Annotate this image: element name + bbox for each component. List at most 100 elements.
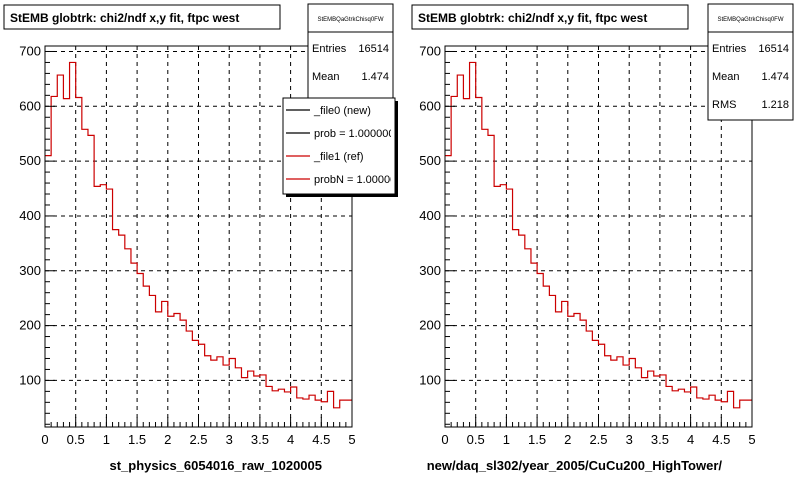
histogram-bin [641, 378, 647, 427]
histogram-bin [500, 185, 506, 427]
histogram-bin [666, 386, 672, 427]
x-axis: 0 0.5 1 1.5 2 2.5 3 3.5 4 4.5 5 [441, 417, 756, 447]
stats-value: 1.474 [361, 71, 389, 83]
histogram-bin [340, 400, 346, 427]
x-tick-label: 0.5 [467, 432, 485, 447]
y-tick-label: 200 [19, 318, 41, 333]
histogram-bin [156, 312, 162, 427]
x-tick-label: 2 [564, 432, 571, 447]
histogram-bin [297, 398, 303, 427]
histogram-bin [672, 391, 678, 427]
histogram-bin [715, 400, 721, 427]
x-tick-label: 1.5 [528, 432, 546, 447]
histogram-bin [327, 391, 333, 427]
histogram-bin [611, 360, 617, 427]
histogram-bins [445, 62, 752, 427]
x-tick-label: 3 [626, 432, 633, 447]
histogram-bin [445, 156, 451, 427]
histogram-bin [272, 391, 278, 427]
histogram-bin [229, 358, 235, 427]
stats-label: Entries [712, 43, 747, 55]
histogram-bin [284, 392, 290, 427]
stats-value: 16514 [358, 43, 389, 55]
histogram-bin [106, 189, 112, 427]
y-tick-label: 600 [19, 98, 41, 113]
legend-label: _file1 (ref) [313, 151, 364, 163]
histogram-ref-line [45, 61, 352, 409]
x-tick-label: 2.5 [189, 432, 207, 447]
histogram-bin [131, 263, 137, 427]
stats-name: StEMBQaGtrkChisq0FW [317, 17, 383, 23]
histogram-bin [684, 392, 690, 427]
histogram-bin [525, 249, 531, 427]
histogram-bin [697, 398, 703, 427]
histogram-bin [278, 389, 284, 427]
stats-value: 1.474 [761, 71, 789, 83]
title-box [411, 4, 689, 30]
chart-panel-1: 0 0.5 1 1.5 2 2.5 3 3.5 4 4.5 5 100 200 300 400 500 600 7… [3, 3, 398, 473]
x-tick-label: 3.5 [651, 432, 669, 447]
histogram-bin [568, 316, 574, 427]
histogram-bin [654, 376, 660, 427]
stats-label: Mean [312, 71, 340, 83]
legend-frame [282, 97, 396, 195]
histogram-bin [513, 230, 519, 427]
legend: _file0 (new) prob = 1.000000 _file1 (ref) p… [282, 97, 398, 197]
stats-name: StEMBQaGtrkChisq0FW [717, 17, 783, 23]
legend-label: prob = 1.000000 [314, 128, 394, 140]
histogram-bin [51, 96, 57, 427]
histogram-bin [580, 320, 586, 427]
histogram-bin [186, 331, 192, 427]
y-axis: 100 200 300 400 500 600 700 [419, 43, 455, 425]
histogram-bin [241, 378, 247, 427]
y-tick-label: 100 [19, 372, 41, 387]
histogram-bin [248, 371, 254, 427]
histogram-bin [519, 235, 525, 427]
histogram-bin [746, 400, 752, 427]
stats-value: 1.218 [761, 99, 789, 111]
chart-title: StEMB globtrk: chi2/ndf x,y fit, ftpc we… [411, 4, 689, 30]
histogram-bin [223, 365, 229, 427]
title-text: StEMB globtrk: chi2/ndf x,y fit, ftpc we… [418, 11, 647, 25]
histogram-bin [82, 129, 88, 427]
y-tick-label: 300 [19, 263, 41, 278]
histogram-bin [45, 156, 51, 427]
histogram-bin [574, 314, 580, 427]
histogram-bin [537, 274, 543, 427]
legend-label: _file0 (new) [313, 105, 371, 117]
histogram-bin [727, 391, 733, 427]
histogram-bin [734, 408, 740, 427]
histogram-bin [113, 230, 119, 427]
x-tick-label: 2 [164, 432, 171, 447]
x-tick-label: 3.5 [251, 432, 269, 447]
histogram-bin [740, 400, 746, 427]
y-tick-label: 400 [419, 208, 441, 223]
histogram-bin [463, 99, 469, 427]
stats-label: Mean [712, 71, 740, 83]
grid-lines [45, 46, 352, 427]
histogram-bin [100, 185, 106, 427]
chart-title: StEMB globtrk: chi2/ndf x,y fit, ftpc we… [3, 4, 281, 30]
histogram-bin [174, 314, 180, 427]
histogram-bin [703, 399, 709, 427]
y-tick-label: 500 [19, 153, 41, 168]
histogram-bin [266, 386, 272, 427]
histogram-bin [476, 98, 482, 427]
histogram-bin [488, 135, 494, 427]
histogram-bin [482, 129, 488, 427]
histogram-bin [315, 400, 321, 427]
x-tick-label: 0.5 [67, 432, 85, 447]
histogram-bin [709, 395, 715, 427]
x-tick-label: 4.5 [712, 432, 730, 447]
x-tick-label: 1 [503, 432, 510, 447]
x-tick-label: 1.5 [128, 432, 146, 447]
x-tick-label: 4.5 [312, 432, 330, 447]
stats-label: Entries [312, 43, 347, 55]
y-tick-label: 300 [419, 263, 441, 278]
histogram-bin [617, 357, 623, 427]
histogram-bin [346, 400, 352, 427]
histogram-bin [470, 62, 476, 427]
grid-lines [445, 46, 752, 427]
histogram-bin [457, 75, 463, 427]
